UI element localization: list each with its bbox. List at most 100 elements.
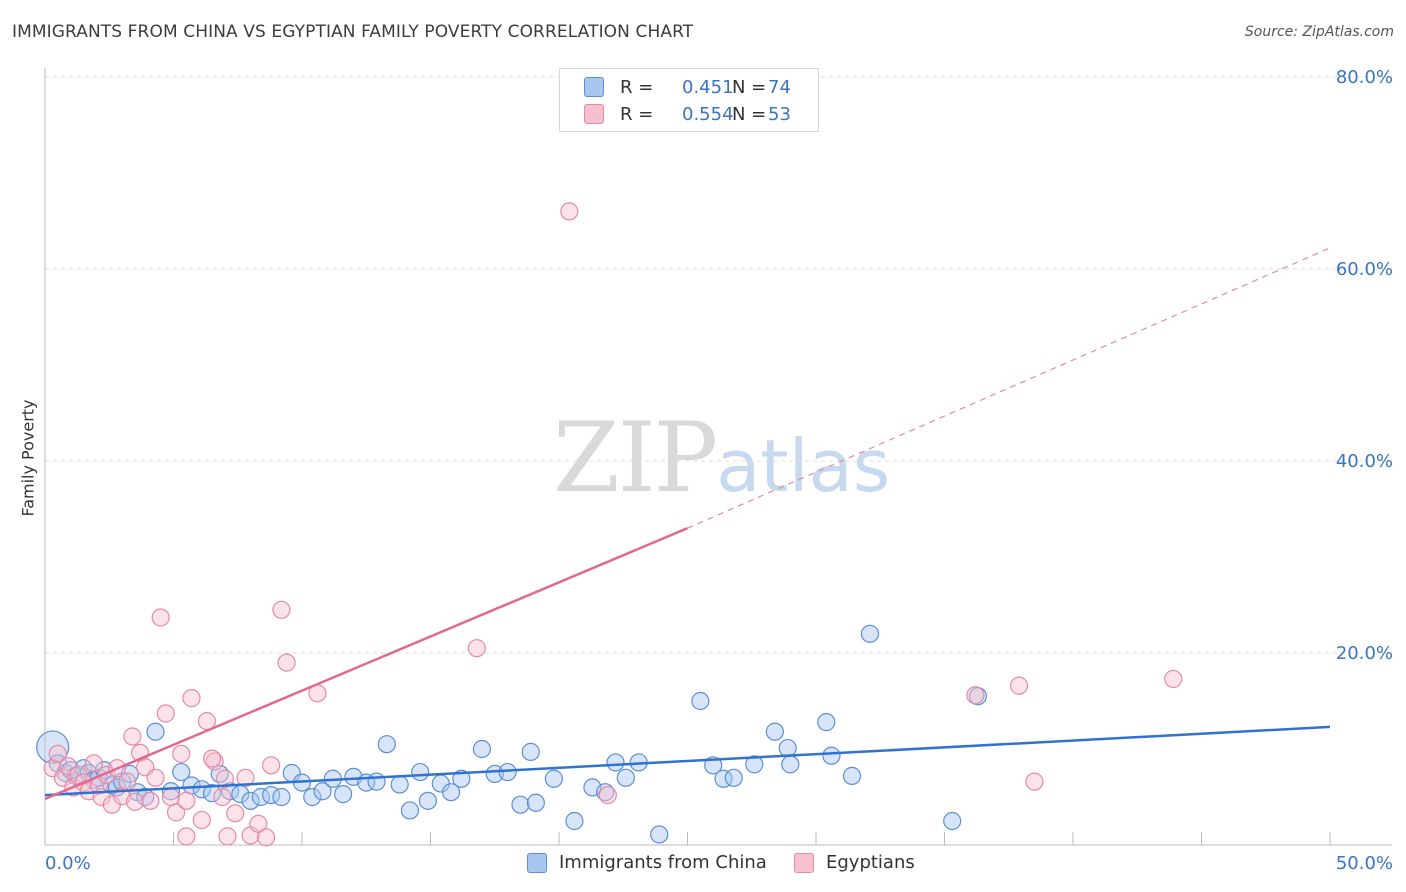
egyptian-point xyxy=(172,744,191,763)
china-point xyxy=(817,713,836,732)
correlation-legend: R = 0.451 N = 74 R = 0.554 N = 53 xyxy=(559,68,819,132)
china-point xyxy=(765,722,784,741)
series-legend: Immigrants from China Egyptians xyxy=(0,852,1406,876)
watermark: ZIPatlas xyxy=(553,402,890,514)
legend-swatch-egyptians xyxy=(584,104,604,124)
china-point xyxy=(400,801,420,820)
china-point xyxy=(313,782,332,801)
y-tick-label: 20.0% xyxy=(1336,643,1393,664)
china-point xyxy=(377,735,396,754)
egyptian-point xyxy=(177,827,196,846)
egyptian-point xyxy=(156,704,175,723)
legend-n-label: N = xyxy=(732,76,767,98)
legend-r-value: 0.554 xyxy=(682,103,734,125)
legend-label-china: Immigrants from China xyxy=(559,852,767,873)
china-trend-line xyxy=(44,725,1331,797)
legend-r-value: 0.451 xyxy=(682,76,734,98)
china-point xyxy=(943,811,962,831)
china-point xyxy=(745,755,764,774)
china-point xyxy=(842,766,862,785)
china-point xyxy=(418,791,438,810)
china-point xyxy=(544,769,563,788)
china-point xyxy=(778,738,797,758)
egyptian-point xyxy=(205,752,224,771)
china-point xyxy=(334,785,353,804)
egyptian-point xyxy=(262,756,281,775)
egyptian-point xyxy=(272,600,291,619)
china-point xyxy=(172,762,191,782)
y-tick-label: 40.0% xyxy=(1336,451,1393,472)
egyptian-point xyxy=(560,202,579,221)
china-point xyxy=(411,762,430,782)
egyptian-point xyxy=(84,754,103,773)
egyptian-point xyxy=(218,827,237,846)
legend-swatch-china xyxy=(584,77,604,97)
china-point xyxy=(526,793,545,812)
china-point xyxy=(452,769,471,788)
egyptian-point xyxy=(151,608,170,627)
egyptian-point xyxy=(182,689,201,708)
legend-item-china: Immigrants from China xyxy=(527,852,767,873)
china-point xyxy=(390,775,409,794)
legend-item-egyptians: Egyptians xyxy=(794,852,915,873)
china-point xyxy=(565,811,584,831)
china-point xyxy=(303,787,322,807)
egyptian-point xyxy=(215,769,234,788)
china-point xyxy=(650,825,669,844)
egyptian-trend-line xyxy=(44,527,688,801)
legend-r-label: R = xyxy=(620,76,654,98)
egyptian-point xyxy=(192,810,211,830)
china-point xyxy=(606,753,625,772)
china-point xyxy=(822,746,841,765)
watermark-atlas: atlas xyxy=(716,424,891,508)
legend-r-label: R = xyxy=(620,103,654,125)
y-tick-label: 80.0% xyxy=(1336,67,1393,88)
chart-title: IMMIGRANTS FROM CHINA VS EGYPTIAN FAMILY… xyxy=(12,22,694,42)
egyptian-point xyxy=(177,791,196,810)
china-point xyxy=(241,791,260,810)
egyptian-point xyxy=(166,803,186,822)
china-point xyxy=(272,787,291,807)
egyptian-point xyxy=(1025,772,1044,791)
china-point xyxy=(367,772,386,791)
egyptian-point xyxy=(141,791,160,810)
x-tick-label: 0.0% xyxy=(45,853,91,874)
legend-n-value: 74 xyxy=(768,76,791,98)
china-point xyxy=(860,624,880,643)
china-point xyxy=(441,783,461,802)
egyptian-point xyxy=(118,772,137,791)
china-point xyxy=(146,722,165,741)
egyptian-point xyxy=(48,744,67,763)
egyptian-point xyxy=(277,653,296,672)
china-point xyxy=(616,768,635,787)
china-point xyxy=(691,691,710,711)
legend-n-label: N = xyxy=(732,103,767,125)
y-tick-label: 60.0% xyxy=(1336,259,1393,280)
china-point xyxy=(472,739,491,759)
egyptian-point xyxy=(202,749,222,768)
egyptian-point xyxy=(146,768,165,787)
watermark-zip: ZIP xyxy=(553,402,718,514)
legend-n-value: 53 xyxy=(768,103,791,125)
egyptian-point xyxy=(598,785,617,805)
china-point xyxy=(596,783,615,802)
egyptian-point xyxy=(467,639,486,658)
egyptian-point xyxy=(236,768,255,787)
egyptian-point xyxy=(256,828,276,847)
china-point xyxy=(511,795,530,814)
egyptian-point xyxy=(966,686,985,705)
china-point xyxy=(192,780,211,799)
china-point xyxy=(724,768,743,787)
egyptian-trend-extension xyxy=(687,247,1331,529)
egyptian-point xyxy=(123,727,142,746)
china-point xyxy=(781,755,800,774)
egyptian-point xyxy=(1164,669,1183,689)
egyptian-point xyxy=(125,792,145,811)
egyptian-point xyxy=(226,804,245,823)
x-tick-label: 50.0% xyxy=(1336,853,1393,874)
egyptian-point xyxy=(161,787,181,807)
legend-swatch-egyptians xyxy=(794,852,814,873)
egyptian-point xyxy=(213,787,232,807)
legend-label-egyptians: Egyptians xyxy=(826,852,915,873)
